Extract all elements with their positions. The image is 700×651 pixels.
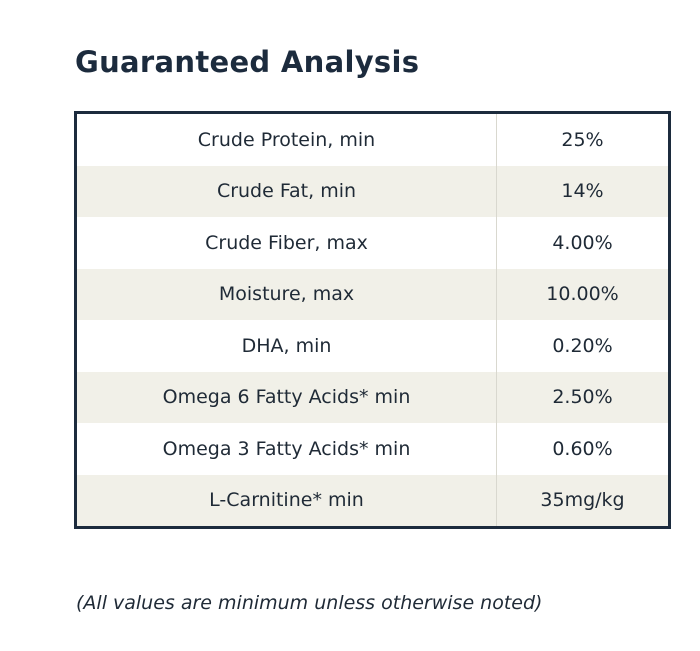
table-row: Omega 3 Fatty Acids* min 0.60% — [77, 423, 668, 475]
nutrient-value: 0.60% — [496, 423, 668, 475]
guaranteed-analysis-table: Crude Protein, min 25% Crude Fat, min 14… — [74, 111, 671, 529]
nutrient-value: 2.50% — [496, 371, 668, 423]
nutrient-label: Crude Fat, min — [77, 165, 497, 217]
table-row: Crude Fat, min 14% — [77, 165, 668, 217]
nutrient-label: L-Carnitine* min — [77, 474, 497, 526]
nutrient-value: 14% — [496, 165, 668, 217]
table-row: Moisture, max 10.00% — [77, 268, 668, 320]
nutrient-value: 4.00% — [496, 217, 668, 269]
nutrient-value: 10.00% — [496, 268, 668, 320]
nutrient-label: Crude Fiber, max — [205, 231, 368, 254]
nutrient-value: 25% — [496, 114, 668, 166]
nutrient-label: Moisture, max — [77, 268, 497, 320]
table-row: Omega 6 Fatty Acids* min 2.50% — [77, 371, 668, 423]
table-row: Crude Fiber, max 4.00% — [77, 217, 668, 269]
nutrient-label: Omega 3 Fatty Acids* min — [162, 437, 411, 460]
nutrient-value: 35mg/kg — [496, 474, 668, 526]
footnote: (All values are minimum unless otherwise… — [76, 592, 543, 614]
nutrient-label: Crude Protein, min — [197, 128, 376, 151]
page-title: Guaranteed Analysis — [75, 45, 420, 79]
nutrient-value: 0.20% — [496, 320, 668, 372]
nutrient-label: Omega 6 Fatty Acids* min — [77, 371, 497, 423]
table-row: Crude Protein, min 25% — [77, 114, 668, 166]
analysis-table: Crude Protein, min 25% Crude Fat, min 14… — [77, 114, 668, 526]
table-row: L-Carnitine* min 35mg/kg — [77, 474, 668, 526]
table-row: DHA, min 0.20% — [77, 320, 668, 372]
nutrient-label: DHA, min — [241, 334, 332, 357]
